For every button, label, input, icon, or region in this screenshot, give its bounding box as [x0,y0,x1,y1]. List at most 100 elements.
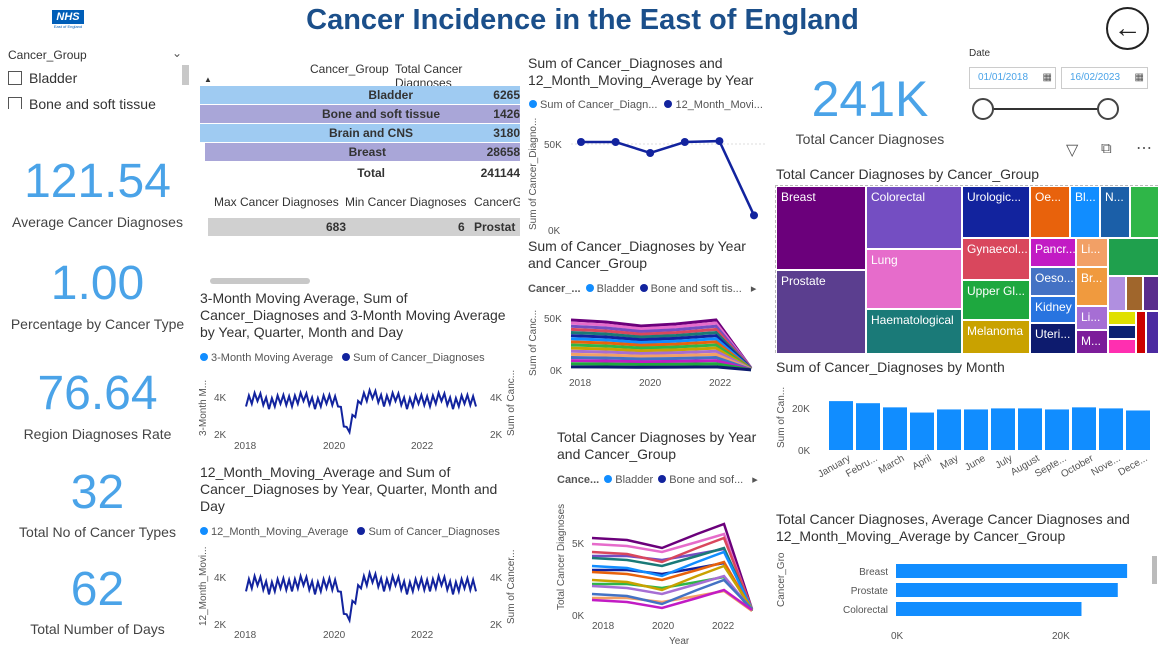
y-axis-label-left: 12_Month_Movi... [198,547,209,627]
checkbox[interactable] [8,71,22,85]
data-point[interactable] [680,138,689,146]
bar[interactable] [1018,408,1042,450]
legend-item[interactable]: 12_Month_Movi... [675,99,763,111]
treemap-cell-unlabeled[interactable] [1108,311,1136,325]
data-point[interactable] [611,138,620,146]
bar[interactable] [1072,407,1096,450]
legend-dot [529,100,537,108]
treemap-cell-unlabeled[interactable] [1126,276,1143,311]
legend-item[interactable]: Sum of Cancer_Diagnoses [353,352,485,364]
treemap-cell[interactable]: Uteri... [1030,323,1076,354]
treemap-cell[interactable]: Colorectal [866,186,962,249]
scrollbar[interactable] [1152,556,1157,584]
x-tick: June [963,453,988,474]
treemap-cell[interactable]: M... [1076,330,1108,354]
max-min-table: Max Cancer Diagnoses Min Cancer Diagnose… [208,192,520,237]
bar[interactable] [991,408,1015,450]
more-options-icon[interactable]: ⋯ [1136,140,1152,157]
calendar-icon[interactable]: ▦ [1134,72,1144,83]
legend-item[interactable]: Bone and soft tis... [650,283,742,295]
table-row[interactable]: Brain and CNS 3180 [200,124,520,142]
y-tick: 0K [548,226,561,237]
slider-handle-end[interactable] [1097,98,1119,120]
table-row[interactable]: Bladder 6265 [200,86,520,104]
treemap-cell-unlabeled[interactable] [1143,276,1159,311]
checkbox[interactable] [8,97,22,109]
legend-next-icon[interactable]: ▸ [752,474,758,486]
slicer-item-bladder[interactable]: Bladder [8,70,77,86]
bar[interactable] [896,602,1082,616]
treemap-cell[interactable]: Pancr... [1030,238,1076,267]
data-point[interactable] [577,138,585,146]
treemap-cell[interactable]: Kidney [1030,296,1076,323]
bar[interactable] [829,401,853,450]
table-header-group[interactable]: Cancer_Group [310,62,389,76]
legend-item[interactable]: 12_Month_Moving_Average [211,526,349,538]
treemap-cell-unlabeled[interactable] [1108,325,1136,339]
table-row[interactable]: Bone and soft tissue 1426 [200,105,520,123]
filter-icon[interactable]: ▽ [1066,142,1079,159]
bar[interactable] [883,407,907,450]
legend-next-icon[interactable]: ▸ [750,283,757,295]
treemap-cell-unlabeled[interactable] [1136,311,1146,354]
bar[interactable] [1045,409,1069,450]
legend-item[interactable]: Bladder [615,474,654,486]
focus-mode-icon[interactable]: ⧉ [1101,140,1112,157]
slider-handle-start[interactable] [972,98,994,120]
date-to-input[interactable]: 16/02/2023 ▦ [1061,67,1148,89]
bar[interactable] [910,412,934,450]
data-point[interactable] [646,149,655,157]
treemap-cell[interactable]: Upper Gl... [962,280,1030,320]
treemap-cell-unlabeled[interactable] [1146,311,1159,354]
legend-item[interactable]: Sum of Cancer_Diagn... [540,99,658,111]
treemap-cell[interactable]: Oeso... [1030,267,1076,296]
treemap[interactable]: Breast Prostate Colorectal Lung Haematol… [775,185,1159,354]
legend-item[interactable]: 3-Month Moving Average [211,352,334,364]
treemap-cell[interactable]: Lung [866,249,962,309]
bar[interactable] [896,583,1118,597]
treemap-cell-unlabeled[interactable] [1108,339,1136,354]
data-point[interactable] [750,211,758,220]
slicer-item-bone[interactable]: Bone and soft tissue [8,96,156,109]
treemap-cell-unlabeled[interactable] [1130,186,1159,238]
treemap-cell[interactable]: Oe... [1030,186,1070,238]
treemap-cell-unlabeled[interactable] [1108,276,1126,311]
table-row[interactable]: 683 6 Prostat [208,218,520,236]
bar[interactable] [856,403,880,450]
bar[interactable] [937,409,961,450]
treemap-cell[interactable]: Melanoma [962,320,1030,354]
bar[interactable] [964,409,988,450]
back-button[interactable]: ← [1106,7,1149,50]
treemap-cell[interactable]: Gynaecol... [962,238,1030,280]
legend-item[interactable]: Bone and sof... [669,474,744,486]
bar[interactable] [1099,408,1123,450]
calendar-icon[interactable]: ▦ [1042,72,1052,83]
treemap-cell[interactable]: Urologic... [962,186,1030,238]
treemap-cell[interactable]: Li... [1076,306,1108,330]
table2-header-min[interactable]: Min Cancer Diagnoses [345,195,467,209]
sort-arrow-icon[interactable]: ▲ [204,75,212,84]
y-tick: 2K [490,620,503,631]
treemap-cell[interactable]: Bl... [1070,186,1100,238]
bar[interactable] [1126,410,1150,450]
data-point[interactable] [715,137,724,146]
table2-header-max[interactable]: Max Cancer Diagnoses [214,195,339,209]
date-from-input[interactable]: 01/01/2018 ▦ [969,67,1056,89]
treemap-cell[interactable]: Breast [776,186,866,270]
legend-item[interactable]: Sum of Cancer_Diagnoses [368,526,500,538]
chevron-down-icon[interactable]: ⌄ [172,46,183,60]
table2-header-group[interactable]: CancerG [474,195,520,209]
date-range-slider[interactable] [968,96,1148,122]
treemap-cell[interactable]: Haematological [866,309,962,354]
kpi-label-days: Total Number of Days [30,621,165,637]
treemap-cell[interactable]: N... [1100,186,1130,238]
treemap-cell[interactable]: Br... [1076,267,1108,306]
slicer-scrollbar[interactable] [182,65,189,85]
treemap-cell-unlabeled[interactable] [1108,238,1159,276]
bar[interactable] [896,564,1128,578]
legend-item[interactable]: Bladder [596,283,635,295]
treemap-cell[interactable]: Li... [1076,238,1108,267]
table-horizontal-scrollbar[interactable] [210,278,310,284]
table-row[interactable]: Breast 28658 [205,143,520,161]
treemap-cell[interactable]: Prostate [776,270,866,354]
